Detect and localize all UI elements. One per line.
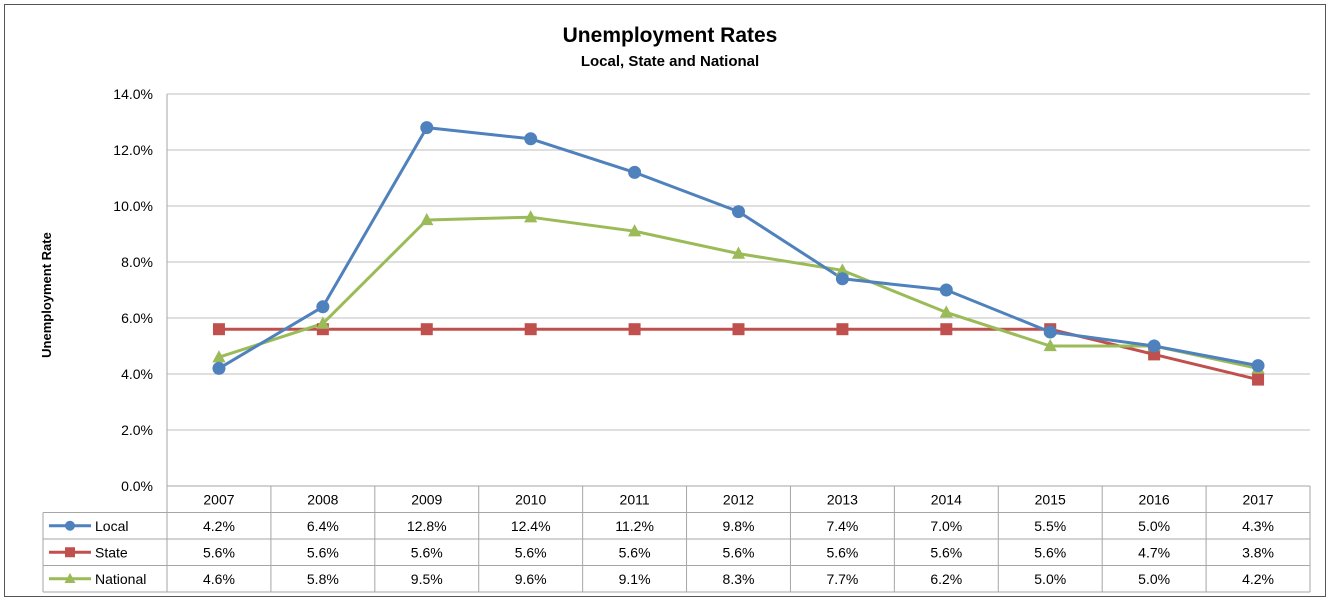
table-cell-national: 9.5% [411, 571, 443, 587]
series-line-state [218, 327, 1259, 382]
data-point-local [212, 361, 226, 375]
table-cell-state: 5.6% [723, 544, 755, 560]
data-point-local [1147, 339, 1161, 353]
data-point-national [939, 305, 953, 318]
table-cell-national: 6.2% [930, 571, 962, 587]
y-tick-label: 2.0% [121, 422, 153, 438]
y-tick-label: 14.0% [113, 86, 153, 102]
y-tick-label: 12.0% [113, 142, 153, 158]
data-point-local [420, 121, 434, 135]
data-point-national [420, 212, 434, 226]
data-point-national [1043, 338, 1057, 352]
series-line-national [218, 215, 1259, 370]
table-cell-local: 7.4% [826, 518, 858, 534]
table-cell-local: 5.0% [1138, 518, 1170, 534]
data-point-local [1251, 359, 1265, 373]
table-cell-state: 5.6% [307, 544, 339, 560]
y-axis-label: Unemployment Rate [39, 232, 54, 358]
table-cell-national: 9.1% [619, 571, 651, 587]
table-cell-state: 5.6% [515, 544, 547, 560]
table-cell-state: 5.6% [411, 544, 443, 560]
data-point-state [836, 323, 849, 336]
table-cell-state: 3.8% [1242, 544, 1274, 560]
y-axis-ticks: 0.0% 2.0% 4.0% 6.0% 8.0% 10.0% 12.0% 14.0% [113, 86, 153, 494]
table-cell-state: 5.6% [1034, 544, 1066, 560]
data-point-national [212, 350, 226, 363]
table-cell-local: 6.4% [307, 518, 339, 534]
table-cell-local: 12.4% [511, 518, 551, 534]
data-point-national [316, 316, 330, 329]
table-cell-local: 9.8% [723, 518, 755, 534]
x-tick-label: 2017 [1242, 491, 1273, 507]
data-point-local [1043, 325, 1057, 339]
data-point-local [939, 283, 953, 297]
data-table: 2007 2008 2009 2010 2011 2012 2013 2014 2015 2016… [42, 485, 1311, 593]
x-tick-label: 2015 [1035, 491, 1066, 507]
data-point-state [628, 323, 641, 336]
y-tick-label: 4.0% [121, 366, 153, 382]
data-point-state [420, 323, 433, 336]
table-cell-national: 9.6% [515, 571, 547, 587]
data-point-state [1252, 373, 1265, 386]
data-point-state [524, 323, 537, 336]
y-tick-label: 6.0% [121, 310, 153, 326]
table-cell-local: 4.3% [1242, 518, 1274, 534]
x-tick-label: 2016 [1139, 491, 1170, 507]
x-tick-label: 2013 [827, 491, 858, 507]
data-point-national [835, 263, 850, 276]
data-point-state [732, 323, 745, 336]
data-point-local [316, 300, 330, 314]
table-cell-local: 11.2% [615, 518, 654, 534]
data-point-national [731, 246, 746, 259]
chart-title: Unemployment Rates [563, 24, 778, 47]
x-tick-label: 2008 [307, 491, 338, 507]
y-tick-label: 0.0% [121, 478, 153, 494]
data-point-local [732, 205, 745, 219]
y-tick-label: 8.0% [121, 254, 153, 270]
table-cell-state: 4.7% [1138, 544, 1170, 560]
x-tick-label: 2009 [411, 491, 442, 507]
table-cell-national: 4.2% [1242, 571, 1274, 587]
data-point-national [627, 224, 642, 237]
chart-subtitle: Local, State and National [581, 53, 759, 70]
unemployment-line-chart: Unemployment Rates Local, State and Nati… [39, 24, 1311, 593]
chart-frame: Unemployment Rates Local, State and Nati… [4, 4, 1326, 597]
table-cell-local: 7.0% [930, 518, 962, 534]
series-group [212, 121, 1265, 386]
x-tick-label: 2011 [620, 491, 650, 507]
table-cell-state: 5.6% [826, 544, 858, 560]
x-tick-label: 2010 [515, 491, 546, 507]
legend-label-state: State [95, 544, 128, 560]
legend-label-national: National [95, 571, 146, 587]
x-tick-label: 2007 [203, 491, 234, 507]
gridlines [166, 93, 1310, 487]
data-point-state [212, 323, 225, 336]
table-cell-local: 12.8% [407, 518, 447, 534]
data-point-local [524, 132, 538, 146]
data-point-local [628, 165, 642, 179]
x-tick-label: 2012 [723, 491, 754, 507]
table-cell-national: 5.0% [1034, 571, 1066, 587]
x-tick-label: 2014 [931, 491, 962, 507]
data-point-state [65, 547, 75, 558]
data-point-national [524, 210, 538, 223]
table-cell-state: 5.6% [619, 544, 651, 560]
table-cell-national: 4.6% [203, 571, 235, 587]
data-point-state [940, 323, 953, 336]
table-cell-national: 5.0% [1138, 571, 1170, 587]
table-cell-state: 5.6% [930, 544, 962, 560]
table-cell-local: 4.2% [203, 518, 235, 534]
data-point-local [835, 272, 849, 286]
data-point-local [65, 520, 75, 531]
table-cell-state: 5.6% [203, 544, 235, 560]
table-cell-local: 5.5% [1034, 518, 1066, 534]
table-cell-national: 7.7% [826, 571, 858, 587]
table-cell-national: 5.8% [307, 571, 339, 587]
y-tick-label: 10.0% [113, 198, 153, 214]
legend-label-local: Local [95, 518, 128, 534]
data-point-national [64, 572, 76, 584]
table-cell-national: 8.3% [723, 571, 755, 587]
